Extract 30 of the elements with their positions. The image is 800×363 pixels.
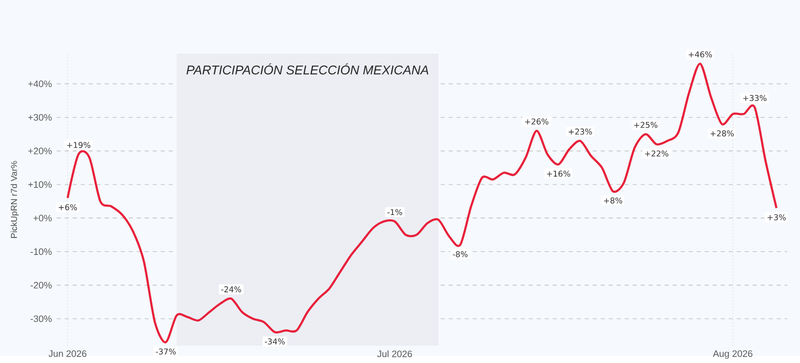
data-label: +46%: [688, 51, 712, 58]
data-label: +6%: [58, 204, 77, 210]
data-label: +33%: [743, 94, 766, 101]
y-tick-label: -30%: [30, 315, 52, 322]
y-tick-label: +30%: [28, 114, 52, 121]
data-label: +25%: [634, 122, 658, 128]
data-label: +23%: [568, 128, 592, 135]
data-label: -34%: [264, 338, 285, 344]
data-label: -1%: [387, 209, 402, 216]
data-label: +16%: [546, 170, 570, 177]
data-label: +26%: [525, 118, 548, 124]
data-label: +22%: [645, 150, 668, 156]
y-tick-label: -20%: [30, 282, 52, 288]
band-label: PARTICIPACIÓN SELECCIÓN MEXICANA: [186, 63, 428, 74]
x-tick-label: Jun 2026: [48, 350, 86, 357]
y-axis-title: PickUpRN r7d Var%: [10, 160, 19, 238]
data-label: -8%: [452, 251, 468, 258]
y-tick-label: -10%: [30, 248, 52, 255]
y-tick-label: +0%: [34, 214, 52, 222]
x-tick-label: Jul 2026: [377, 350, 412, 358]
data-label: +19%: [67, 142, 90, 148]
y-tick-label: +10%: [28, 181, 52, 188]
y-tick-label: +40%: [28, 80, 52, 88]
data-label: +28%: [710, 130, 734, 136]
x-tick-label: Aug 2026: [712, 350, 752, 359]
data-label: +8%: [604, 197, 622, 204]
data-label: -24%: [221, 286, 242, 292]
data-label: -37%: [156, 348, 176, 354]
data-label: +3%: [768, 214, 786, 220]
y-tick-label: +20%: [28, 148, 52, 154]
